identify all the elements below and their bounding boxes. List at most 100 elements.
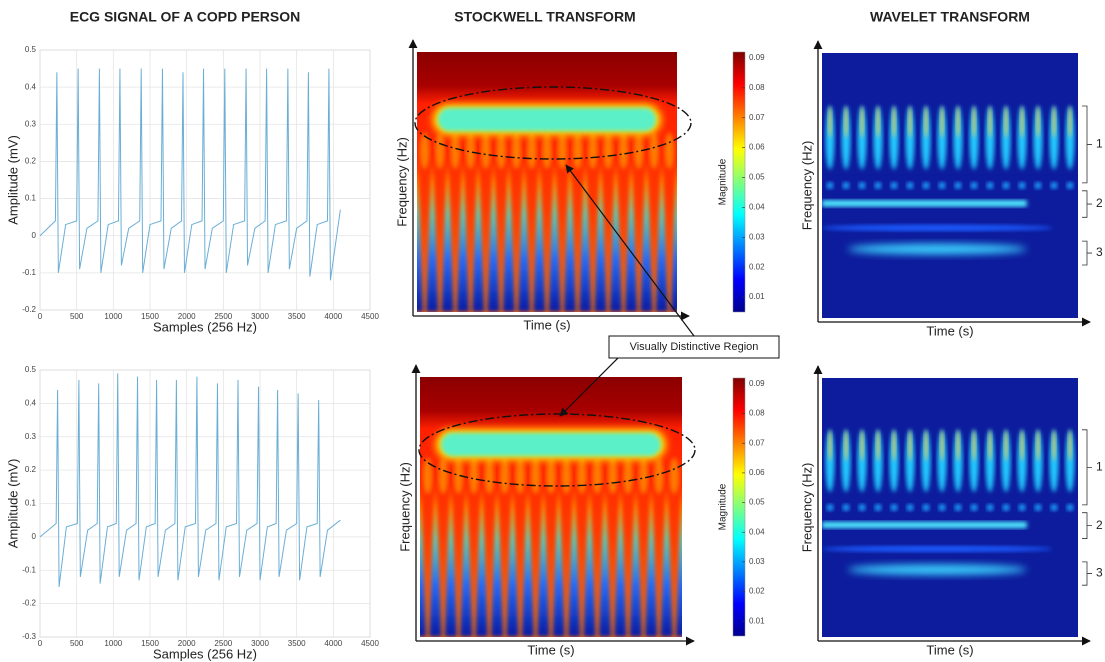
heatmap-lobe [527, 132, 537, 169]
heatmap-ridge [552, 486, 566, 637]
colorbar-tick-label: 0.07 [749, 113, 765, 122]
heatmap-ridge [583, 486, 597, 637]
y-tick-label: 0.4 [25, 398, 37, 407]
heatmap-blob [1065, 106, 1075, 170]
heatmap-blob [953, 429, 963, 492]
heatmap-lobe [469, 457, 479, 494]
x-tick-label: 4500 [361, 312, 379, 321]
heatmap-blob [940, 429, 944, 461]
annotation: Visually Distinctive Region [414, 86, 780, 487]
y-axis-label: Frequency (Hz) [799, 141, 814, 231]
y-tick-label: 0.2 [25, 465, 37, 474]
heatmap-ridge [417, 161, 424, 312]
heatmap-blob [1001, 106, 1011, 170]
heatmap-blob [969, 429, 979, 492]
annotation-text: Visually Distinctive Region [630, 341, 759, 353]
highlight-ellipse [418, 413, 696, 487]
colorbar-label: Magnitude [718, 158, 729, 205]
heatmap-ridge [563, 161, 577, 312]
heatmap-ridge [487, 161, 500, 312]
heatmap-blob [1065, 429, 1075, 492]
heatmap-blob [858, 503, 866, 512]
heatmap-blob [1050, 503, 1058, 512]
heatmap-blob [1020, 429, 1024, 461]
heatmap-blob [892, 106, 896, 138]
region-label: 2 [1096, 196, 1103, 210]
heatmap-blob [1066, 503, 1074, 512]
y-tick-label: 0.4 [25, 82, 37, 91]
heatmap-lobe [561, 457, 572, 494]
x-axis-label: Time (s) [926, 642, 973, 657]
y-tick-label: -0.1 [22, 268, 36, 277]
heatmap-lobe [603, 132, 613, 169]
region-bracket [1082, 561, 1092, 586]
heatmap-lobe [420, 132, 430, 169]
heatmap-blob [1034, 181, 1042, 190]
region-bracket [1082, 105, 1092, 184]
heatmap-lobe [496, 132, 506, 169]
y-axis-label: Frequency (Hz) [394, 137, 409, 227]
heatmap-lobe [608, 457, 618, 494]
heatmap-background [417, 52, 677, 312]
region-label: 3 [1096, 566, 1103, 580]
colorbar-tick-label: 0.09 [749, 53, 765, 62]
heatmap-ridge [548, 161, 562, 312]
x-axis-label: Time (s) [523, 317, 570, 332]
x-axis-label: Time (s) [527, 642, 574, 657]
x-tick-label: 500 [70, 312, 84, 321]
heatmap-lobe [592, 457, 602, 494]
heatmap-blob [1068, 429, 1072, 461]
y-tick-label: 0 [32, 532, 37, 541]
heatmap-blob [924, 106, 928, 138]
heatmap-lobe [484, 457, 494, 494]
heatmap-blob [890, 503, 898, 512]
x-tick-label: 1000 [104, 639, 122, 648]
x-tick-label: 3000 [251, 639, 269, 648]
heatmap-ridge [629, 486, 643, 637]
heatmap-blob [1018, 181, 1026, 190]
heatmap-blob [844, 429, 848, 461]
colorbar-label: Magnitude [718, 483, 729, 530]
heatmap-lobe [515, 457, 525, 494]
heatmap-lobe [511, 132, 521, 169]
heatmap-blob [874, 181, 882, 190]
heatmap-blob [1052, 106, 1056, 138]
heatmap-band [822, 224, 1053, 232]
column-title: WAVELET TRANSFORM [870, 9, 1030, 25]
heatmap-blob [1033, 106, 1043, 170]
heatmap-ridge [567, 486, 581, 637]
heatmap-ridge [624, 161, 638, 312]
signal-line [39, 373, 341, 588]
heatmap-lobe [588, 132, 598, 169]
annotation-box [608, 335, 780, 359]
heatmap-blob [954, 181, 962, 190]
plot-area [39, 49, 371, 311]
y-tick-label: 0.2 [25, 157, 37, 166]
colorbar-tick-label: 0.01 [749, 616, 765, 625]
heatmap-blob [1068, 106, 1072, 138]
y-tick-label: -0.1 [22, 565, 36, 574]
heatmap-ridge [536, 486, 550, 637]
y-tick-label: 0.3 [25, 432, 37, 441]
x-tick-label: 2500 [214, 639, 232, 648]
x-tick-label: 3000 [251, 312, 269, 321]
colorbar [732, 51, 746, 313]
heatmap-blob [1052, 429, 1056, 461]
heatmap-blob [970, 181, 978, 190]
heatmap-blob [1034, 503, 1042, 512]
heatmap-ridge [475, 486, 489, 637]
heatmap-blob [1049, 106, 1059, 170]
x-tick-label: 2000 [178, 312, 196, 321]
heatmap-ridge [655, 161, 669, 312]
colorbar-tick-label: 0.08 [749, 83, 765, 92]
colorbar-tick-label: 0.06 [749, 468, 765, 477]
column-title: STOCKWELL TRANSFORM [454, 9, 635, 25]
heatmap-band [822, 521, 1027, 529]
heatmap-blob [844, 106, 848, 138]
y-tick-label: -0.2 [22, 305, 36, 314]
heatmap-blob [826, 181, 834, 190]
heatmap-blob [924, 429, 928, 461]
colorbar-tick-label: 0.04 [749, 203, 765, 212]
heatmap-blob [972, 106, 976, 138]
x-tick-label: 1500 [141, 312, 159, 321]
